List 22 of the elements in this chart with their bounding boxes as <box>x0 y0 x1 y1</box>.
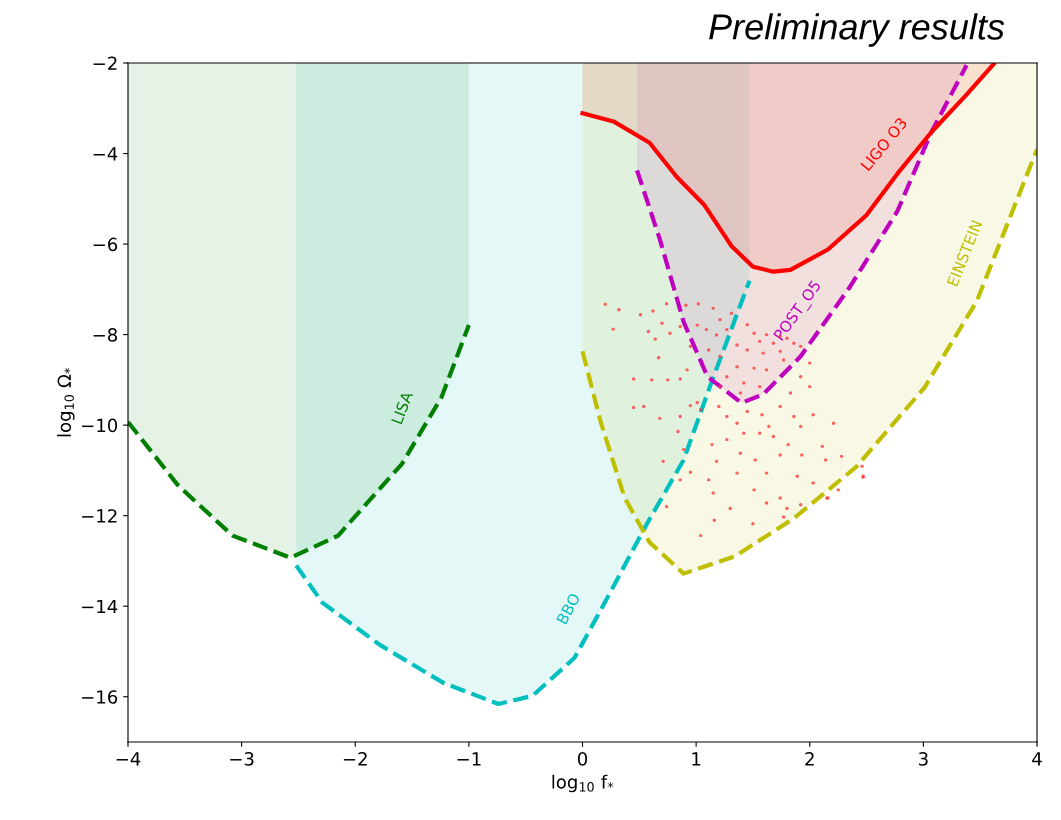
y-tick-label: −2 <box>93 56 117 70</box>
x-tick-label: −1 <box>457 752 481 766</box>
y-tick-label: −4 <box>93 147 118 161</box>
x-tick-label: 3 <box>919 752 928 766</box>
y-tick-label: −12 <box>82 509 117 523</box>
y-tick-label: −14 <box>82 599 118 614</box>
x-tick-label: −3 <box>230 752 254 766</box>
x-tick-label: 4 <box>1032 752 1042 766</box>
x-tick-label: −2 <box>343 752 367 766</box>
y-tick-label: −6 <box>93 237 118 252</box>
x-axis-title: log$_{10}$ f$_{*}$ <box>552 774 614 793</box>
y-tick-label: −16 <box>82 690 118 704</box>
chart-title: Preliminary results <box>709 13 1005 47</box>
y-tick-label: −10 <box>82 418 118 433</box>
y-axis-title: log$_{10}$ Ω$_{*}$ <box>57 368 75 437</box>
x-tick-label: −4 <box>116 752 141 766</box>
annotation: LISA <box>391 390 414 425</box>
annotation: BBO <box>556 592 581 625</box>
x-tick-label: 0 <box>577 752 588 766</box>
x-tick-label: 1 <box>692 752 701 766</box>
y-tick-label: −8 <box>93 328 118 342</box>
x-tick-label: 2 <box>805 752 814 766</box>
